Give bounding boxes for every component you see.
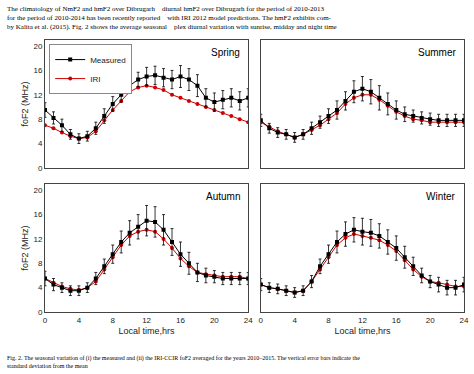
svg-text:12: 12: [142, 316, 151, 325]
svg-text:20: 20: [426, 316, 435, 325]
svg-text:24: 24: [460, 316, 469, 325]
svg-text:foF2 (MHz): foF2 (MHz): [20, 226, 30, 271]
svg-text:8: 8: [38, 115, 43, 124]
svg-text:8: 8: [111, 316, 116, 325]
svg-text:foF2 (MHz): foF2 (MHz): [20, 81, 30, 126]
svg-text:Summer: Summer: [418, 47, 456, 58]
svg-text:8: 8: [326, 316, 331, 325]
svg-text:8: 8: [38, 259, 43, 268]
svg-text:0: 0: [38, 164, 43, 173]
svg-text:Autumn: Autumn: [206, 191, 240, 202]
svg-text:12: 12: [358, 316, 367, 325]
svg-text:4: 4: [77, 316, 82, 325]
svg-text:12: 12: [33, 235, 42, 244]
svg-text:for the period of 2010-2014 ha: for the period of 2010-2014 has been rec…: [7, 14, 332, 22]
svg-text:IRI: IRI: [90, 75, 100, 84]
svg-text:by Kalita et al. (2015). Fig.: by Kalita et al. (2015). Fig. 2 shows th…: [7, 23, 337, 31]
svg-text:24: 24: [244, 316, 253, 325]
svg-text:16: 16: [392, 316, 401, 325]
svg-text:4: 4: [38, 139, 43, 148]
svg-text:Local time,hrs: Local time,hrs: [334, 326, 391, 336]
svg-text:20: 20: [210, 316, 219, 325]
svg-text:16: 16: [176, 316, 185, 325]
svg-text:4: 4: [292, 316, 297, 325]
svg-text:Spring: Spring: [211, 47, 240, 58]
svg-text:Local time,hrs: Local time,hrs: [119, 326, 176, 336]
svg-text:12: 12: [33, 91, 42, 100]
svg-text:0: 0: [43, 316, 48, 325]
svg-text:The climatology of NmF2 and hm: The climatology of NmF2 and hmF2 over Di…: [7, 5, 325, 13]
svg-text:0: 0: [38, 308, 43, 317]
svg-text:0: 0: [259, 316, 264, 325]
svg-text:20: 20: [33, 42, 42, 51]
svg-text:16: 16: [33, 66, 42, 75]
svg-text:Fig. 2. The seasonal variation: Fig. 2. The seasonal variation of (i) th…: [7, 355, 360, 369]
svg-text:Winter: Winter: [426, 191, 456, 202]
svg-text:20: 20: [33, 186, 42, 195]
svg-text:Measured: Measured: [90, 56, 126, 65]
svg-text:16: 16: [33, 210, 42, 219]
svg-text:4: 4: [38, 283, 43, 292]
